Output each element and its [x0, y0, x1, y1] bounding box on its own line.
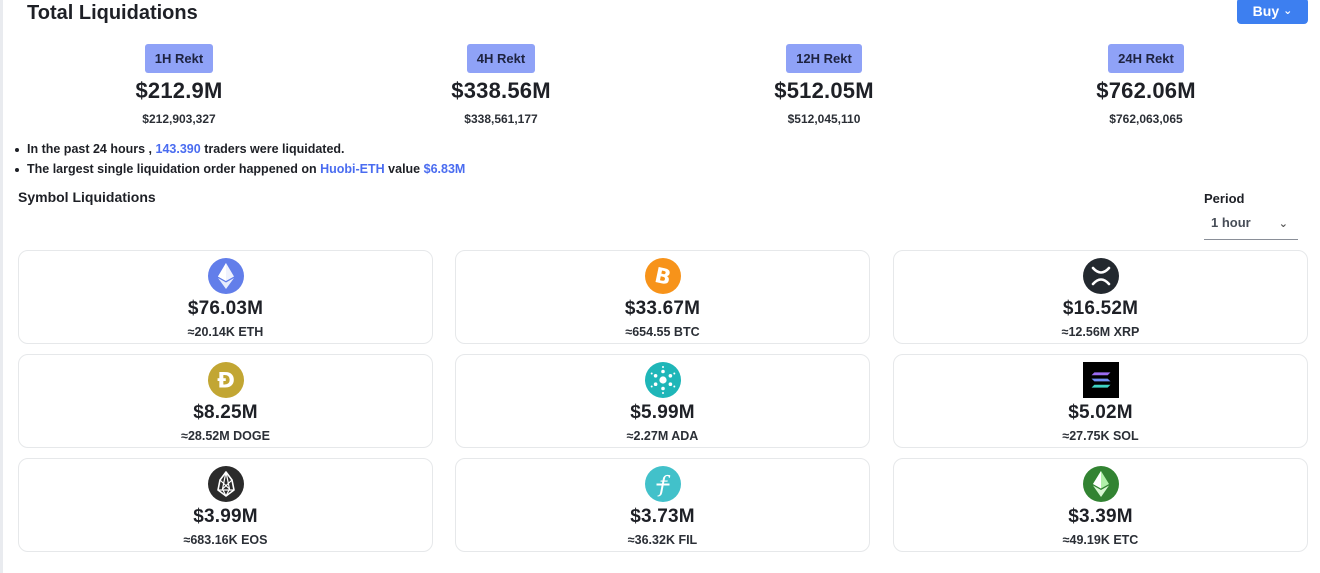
summary-notes: In the past 24 hours , 143.390 traders w…	[14, 142, 465, 182]
etc-icon	[1082, 466, 1119, 502]
stat-12h-value: $512.05M	[774, 78, 874, 103]
chevron-down-icon: ⌄	[1278, 218, 1288, 230]
symbol-card-etc[interactable]: $3.39M ≈49.19K ETC	[893, 458, 1308, 552]
stat-1h-value: $212.9M	[135, 78, 223, 103]
symbol-value: $3.73M	[630, 506, 695, 527]
stat-24h: 24H Rekt $762.06M $762,063,065	[1046, 44, 1246, 126]
traders-count: 143.390	[155, 142, 201, 156]
largest-order-exchange-link[interactable]: Huobi-ETH	[320, 162, 385, 176]
sol-icon	[1082, 362, 1119, 398]
note2-prefix: The largest single liquidation order hap…	[27, 162, 317, 176]
note1-suffix: traders were liquidated.	[204, 142, 345, 156]
symbol-qty: ≈28.52M DOGE	[181, 429, 270, 443]
btc-icon: B	[644, 258, 681, 294]
symbol-card-doge[interactable]: Đ $8.25M ≈28.52M DOGE	[18, 354, 433, 448]
buy-button[interactable]: Buy ⌄	[1237, 0, 1308, 24]
symbol-card-btc[interactable]: B $33.67M ≈654.55 BTC	[455, 250, 870, 344]
stat-4h-exact: $338,561,177	[464, 112, 538, 126]
buy-button-label: Buy	[1252, 3, 1280, 19]
symbol-qty: ≈27.75K SOL	[1062, 429, 1139, 443]
stat-1h-exact: $212,903,327	[142, 112, 216, 126]
note-largest-order: The largest single liquidation order hap…	[14, 162, 465, 176]
symbol-qty: ≈683.16K EOS	[183, 533, 268, 547]
xrp-icon	[1082, 258, 1119, 294]
stat-1h: 1H Rekt $212.9M $212,903,327	[79, 44, 279, 126]
symbol-value: $5.02M	[1068, 402, 1133, 423]
note-traders-liquidated: In the past 24 hours , 143.390 traders w…	[14, 142, 465, 156]
symbol-card-xrp[interactable]: $16.52M ≈12.56M XRP	[893, 250, 1308, 344]
ada-icon	[644, 362, 681, 398]
stat-4h: 4H Rekt $338.56M $338,561,177	[401, 44, 601, 126]
stat-4h-badge: 4H Rekt	[466, 44, 536, 73]
stat-12h-badge: 12H Rekt	[786, 44, 862, 73]
symbol-value: $16.52M	[1062, 298, 1139, 319]
symbol-card-ada[interactable]: $5.99M ≈2.27M ADA	[455, 354, 870, 448]
page-title: Total Liquidations	[27, 2, 198, 24]
symbol-qty: ≈49.19K ETC	[1062, 533, 1139, 547]
symbol-value: $5.99M	[630, 402, 695, 423]
stat-24h-exact: $762,063,065	[1109, 112, 1183, 126]
svg-text:B: B	[652, 263, 673, 290]
symbol-card-sol[interactable]: $5.02M ≈27.75K SOL	[893, 354, 1308, 448]
left-divider	[0, 0, 3, 573]
period-select-value: 1 hour	[1211, 215, 1251, 230]
period-select[interactable]: 1 hour ⌄	[1204, 210, 1298, 240]
symbol-value: $76.03M	[187, 298, 264, 319]
symbol-liquidations-title: Symbol Liquidations	[18, 189, 156, 205]
stat-24h-value: $762.06M	[1096, 78, 1196, 103]
symbol-card-fil[interactable]: f $3.73M ≈36.32K FIL	[455, 458, 870, 552]
symbol-qty: ≈20.14K ETH	[187, 325, 264, 339]
symbol-value: $3.99M	[193, 506, 258, 527]
symbol-value: $33.67M	[624, 298, 701, 319]
chevron-down-icon: ⌄	[1283, 4, 1293, 17]
rekt-stats: 1H Rekt $212.9M $212,903,327 4H Rekt $33…	[18, 44, 1308, 134]
eos-icon	[207, 466, 244, 502]
doge-icon: Đ	[207, 362, 244, 398]
stat-12h-exact: $512,045,110	[787, 112, 861, 126]
symbol-qty: ≈654.55 BTC	[625, 325, 700, 339]
note1-prefix: In the past 24 hours ,	[27, 142, 153, 156]
fil-icon: f	[644, 466, 681, 502]
symbol-value: $8.25M	[193, 402, 258, 423]
stat-24h-badge: 24H Rekt	[1108, 44, 1184, 73]
symbol-qty: ≈12.56M XRP	[1061, 325, 1140, 339]
symbol-qty: ≈36.32K FIL	[627, 533, 698, 547]
stat-1h-badge: 1H Rekt	[144, 44, 214, 73]
symbol-card-eth[interactable]: $76.03M ≈20.14K ETH	[18, 250, 433, 344]
stat-4h-value: $338.56M	[451, 78, 551, 103]
eth-icon	[207, 258, 244, 294]
note2-mid: value	[388, 162, 421, 176]
stat-12h: 12H Rekt $512.05M $512,045,110	[724, 44, 924, 126]
period-label: Period	[1204, 191, 1245, 206]
svg-text:Đ: Đ	[217, 369, 235, 393]
symbol-value: $3.39M	[1068, 506, 1133, 527]
symbol-card-eos[interactable]: $3.99M ≈683.16K EOS	[18, 458, 433, 552]
symbol-qty: ≈2.27M ADA	[626, 429, 699, 443]
largest-order-value: $6.83M	[423, 162, 466, 176]
